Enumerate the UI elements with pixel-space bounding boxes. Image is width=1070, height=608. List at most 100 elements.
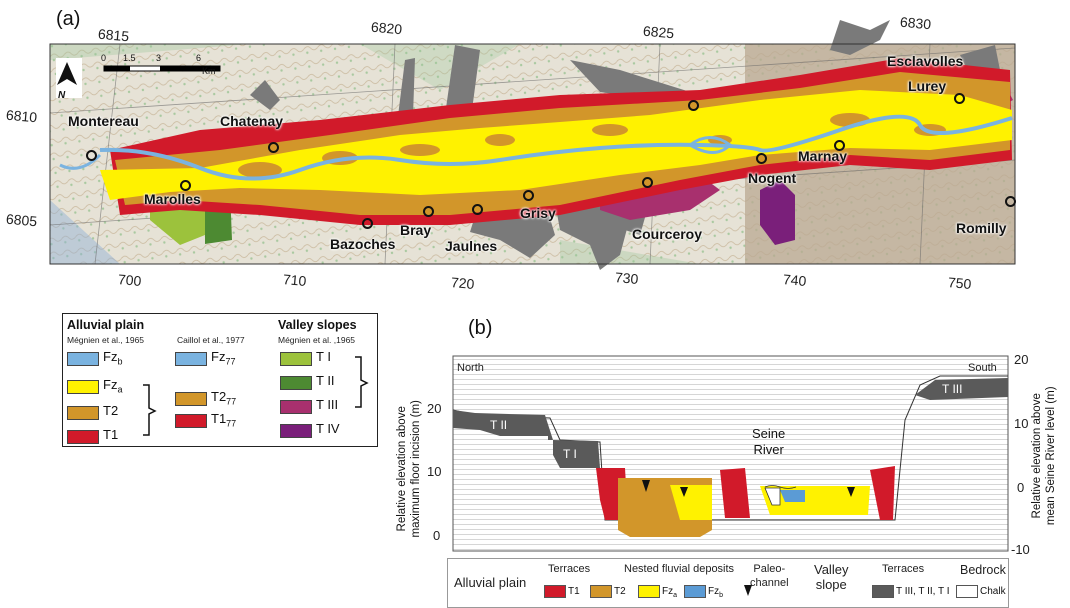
town-marker-marnay [834, 140, 845, 151]
terrace-tiii-slope [915, 378, 1008, 400]
label-fza: Fza [103, 377, 123, 395]
left-axis-label: Relative elevation above maximum floor i… [396, 400, 422, 538]
river-meander-loop [687, 136, 733, 154]
swatch-t1 [67, 430, 99, 444]
town-marker-courceroy [642, 177, 653, 188]
lb-swatch-fza [638, 585, 660, 598]
town-marker-marolles [180, 180, 191, 191]
swatch-t2 [67, 406, 99, 420]
label-ti-profile: T I [563, 447, 577, 461]
lb-label-t2: T2 [614, 586, 626, 597]
fzb-channel [780, 490, 805, 502]
lb-swatch-fzb [684, 585, 706, 598]
legend-source-megnien: Mégnien et al., 1965 [67, 335, 145, 345]
north-label: N [58, 90, 66, 101]
lb-swatch-t1 [544, 585, 566, 598]
lb-valley: Valley slope [814, 562, 849, 592]
scale-tick-0: 0 [101, 53, 107, 63]
place-jaulnes: Jaulnes [445, 238, 498, 254]
fza-north [670, 485, 712, 520]
swatch-fz77 [175, 352, 207, 366]
lb-label-fza: Fza [662, 586, 678, 599]
seine-river-fzb [99, 114, 1013, 181]
geologic-map [49, 20, 1016, 270]
orange-patches [238, 113, 946, 178]
place-nogent: Nogent [748, 170, 797, 186]
label-t1: T1 [103, 427, 119, 442]
legend-alluvial-title: Alluvial plain [67, 318, 145, 332]
town-marker-romilly [1005, 196, 1016, 207]
town-marker-grisy [523, 190, 534, 201]
place-marolles: Marolles [144, 191, 201, 207]
label-tiii: T III [316, 397, 339, 412]
seine-water [764, 485, 797, 489]
seine-tributary-fzb [59, 153, 102, 170]
left-tick-0: 0 [433, 528, 441, 543]
right-tick-0: 0 [1017, 480, 1025, 495]
legend-braces [143, 356, 369, 436]
place-marnay: Marnay [798, 148, 848, 164]
t1-center [720, 468, 750, 518]
place-courceroy: Courceroy [632, 226, 703, 242]
town-marker-montereau [86, 150, 97, 161]
legend-valley-title: Valley slopes [278, 318, 357, 332]
map-legend: Alluvial plain Mégnien et al., 1965 Cail… [62, 313, 378, 447]
label-t277: T277 [211, 389, 237, 407]
lb-swatch-slope [872, 585, 894, 598]
town-marker-esclavolles [688, 100, 699, 111]
swatch-tiv [280, 424, 312, 438]
panel-a-label: (a) [56, 8, 81, 30]
lb-label-fzb: Fzb [708, 586, 724, 599]
lb-label-slope-terraces: T III, T II, T I [896, 586, 950, 597]
chalk-bedrock [764, 487, 781, 506]
swatch-ti [280, 352, 312, 366]
scale-tick-1: 1.5 [123, 53, 136, 63]
panel-b-label: (b) [468, 317, 493, 339]
legend-source-caillol: Caillol et al., 1977 [177, 335, 245, 345]
paleochannel-3 [847, 487, 855, 497]
scale-bar [103, 65, 221, 72]
place-chatenay: Chatenay [220, 113, 284, 129]
lb-swatch-t2 [590, 585, 612, 598]
t1-south [870, 466, 895, 520]
lb-label-chalk: Chalk [980, 586, 1006, 597]
terrace-ti-slope [553, 440, 600, 468]
legend-source-megnien-2: Mégnien et al. ,1965 [278, 335, 356, 345]
label-fzb: Fzb [103, 349, 123, 367]
north-arrow-icon [56, 58, 82, 98]
label-tii: T II [316, 373, 335, 388]
town-marker-lurey [954, 93, 965, 104]
lb-label-t1: T1 [568, 586, 580, 597]
fza-alluvium [100, 90, 1012, 200]
t4-slope-unit [760, 180, 795, 245]
place-esclavolles: Esclavolles [887, 53, 964, 69]
lb-paleochannel-icon [744, 585, 752, 596]
lb-paleo: Paleo- channel [750, 563, 789, 589]
place-grisy: Grisy [520, 205, 556, 221]
lb-terraces-2: Terraces [882, 563, 925, 575]
lb-terraces: Terraces [548, 563, 591, 575]
north-label-b: North [457, 362, 484, 374]
right-tick-20: 20 [1014, 352, 1029, 367]
swatch-tii [280, 376, 312, 390]
swatch-t177 [175, 414, 207, 428]
town-marker-nogent [756, 153, 767, 164]
paleochannel-2 [680, 487, 688, 497]
scale-unit: Km [202, 66, 216, 76]
right-tick-neg10: -10 [1011, 542, 1030, 557]
right-axis-label: Relative elevation above mean Seine Rive… [1031, 386, 1057, 526]
place-lurey: Lurey [908, 78, 947, 94]
place-montereau: Montereau [68, 113, 139, 129]
label-tiii-profile: T III [942, 382, 963, 396]
label-t2: T2 [103, 403, 119, 418]
swatch-fzb [67, 352, 99, 366]
profile-legend: Alluvial plain Terraces Nested fluvial d… [447, 558, 1009, 608]
swatch-fza [67, 380, 99, 394]
label-t177: T177 [211, 411, 237, 429]
label-tii-profile: T II [490, 418, 508, 432]
town-marker-bazoches [362, 218, 373, 229]
place-romilly: Romilly [956, 220, 1007, 236]
label-tiv: T IV [316, 421, 340, 436]
label-ti: T I [316, 349, 331, 364]
